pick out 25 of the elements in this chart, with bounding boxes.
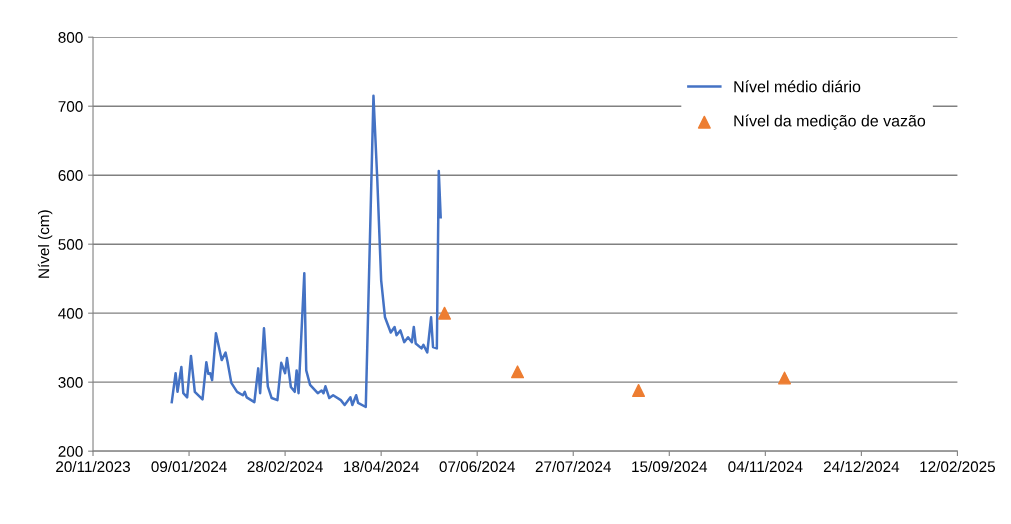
x-tick-label: 28/02/2024 bbox=[247, 460, 323, 473]
x-tick-label: 04/11/2024 bbox=[728, 460, 803, 473]
y-axis-title: Nível (cm) bbox=[37, 210, 53, 278]
y-tick-label: 600 bbox=[58, 170, 83, 181]
point bbox=[632, 383, 646, 397]
legend-label: Nível médio diário bbox=[734, 80, 861, 93]
x-tick-label: 15/09/2024 bbox=[632, 460, 708, 473]
y-tick-label: 300 bbox=[58, 377, 83, 388]
x-tick-label: 07/06/2024 bbox=[439, 460, 515, 473]
line-series bbox=[170, 94, 442, 409]
point bbox=[778, 371, 792, 385]
point bbox=[511, 365, 525, 379]
legend-label: Nível da medição de vazão bbox=[734, 114, 926, 130]
y-tick-label: 200 bbox=[58, 446, 83, 457]
x-tick-label: 20/11/2023 bbox=[56, 460, 131, 473]
y-tick-label: 400 bbox=[58, 308, 83, 319]
x-tick-label: 09/01/2024 bbox=[151, 460, 227, 473]
x-tick-label: 18/04/2024 bbox=[344, 460, 419, 473]
y-tick-label: 500 bbox=[58, 239, 83, 250]
point bbox=[438, 306, 452, 320]
y-tick-label: 700 bbox=[58, 101, 83, 112]
x-tick-label: 27/07/2024 bbox=[535, 460, 612, 473]
y-tick-label: 800 bbox=[58, 32, 83, 43]
x-tick-label: 24/12/2024 bbox=[823, 460, 900, 473]
x-tick-label: 12/02/2025 bbox=[920, 460, 996, 473]
